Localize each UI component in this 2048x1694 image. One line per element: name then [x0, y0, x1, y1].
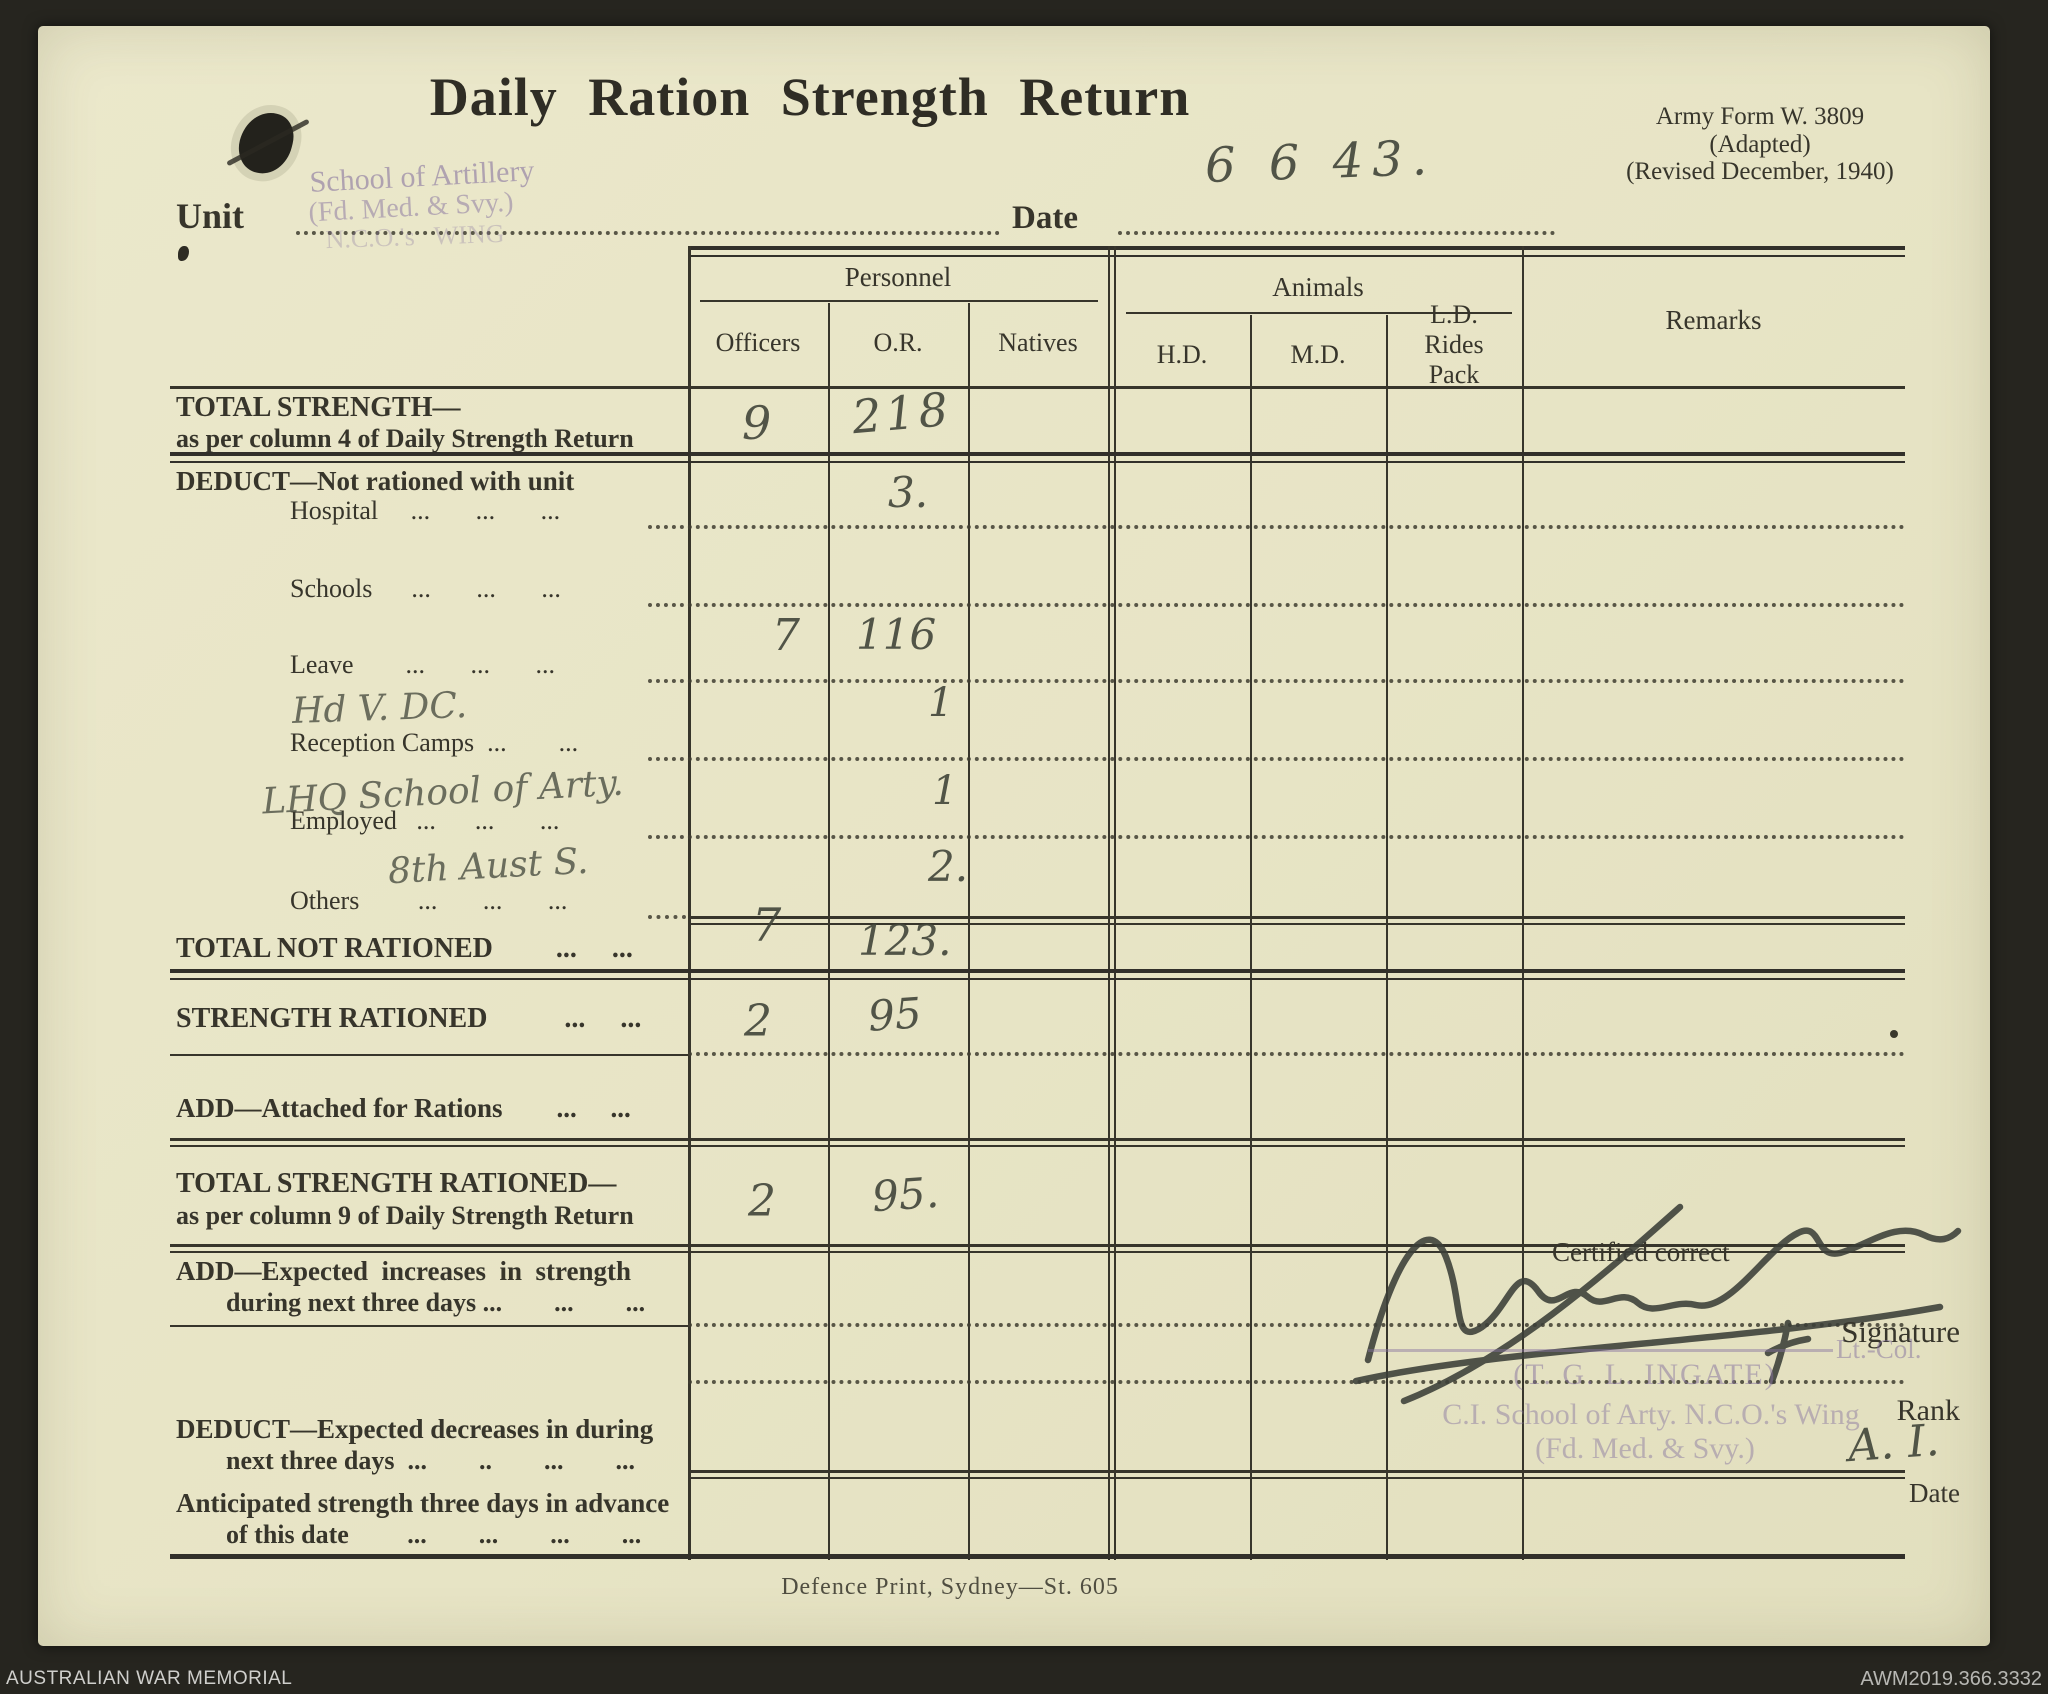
printer-imprint: Defence Print, Sydney—St. 605 — [781, 1574, 1119, 1600]
row-hospital: Hospital ... ... ... — [290, 496, 561, 525]
col-line-officers — [688, 246, 691, 1560]
date-label: Date — [1012, 200, 1078, 236]
rule-schools — [648, 603, 1905, 607]
row-deduct-expected-sub: next three days ... .. ... ... — [226, 1446, 636, 1475]
table-bottom-border — [170, 1554, 1905, 1559]
rule-add-expected-cells — [688, 1323, 1905, 1327]
signature-scrawl — [1352, 1203, 1962, 1405]
rule-leave — [648, 679, 1905, 683]
rule-add-expected-label — [170, 1325, 688, 1327]
row-total-strength-rationed-sub: as per column 9 of Daily Strength Return — [176, 1201, 634, 1230]
certified-correct-label: Certified correct — [1552, 1237, 1730, 1267]
cert-stamp-unit: C.I. School of Arty. N.C.O.'s Wing — [1442, 1398, 1860, 1431]
row-strength-rationed: STRENGTH RATIONED ... ... — [176, 1003, 642, 1034]
hw-total-strength-rationed-officers: 2 — [748, 1176, 776, 1227]
form-number: Army Form W. 3809 — [1655, 103, 1865, 130]
rule-employed — [648, 835, 1905, 839]
row-add-expected: ADD—Expected increases in strength — [176, 1256, 631, 1286]
row-deduct-header: DEDUCT—Not rationed with unit — [176, 466, 575, 496]
header-personnel: Personnel — [844, 262, 952, 292]
col-line-or — [828, 303, 830, 1560]
hw-reception-note-or: 1 — [932, 768, 958, 814]
rule-strength-rationed-cells — [688, 1052, 1905, 1056]
hw-leave-officers: 7 — [772, 610, 800, 661]
row-deduct-expected: DEDUCT—Expected decreases in during — [176, 1414, 654, 1444]
header-hd: H.D. — [1156, 340, 1208, 369]
form-adapted: (Adapted) — [1709, 131, 1811, 158]
cert-stamp-rank: Lt.-Col. — [1836, 1334, 1922, 1364]
row-total-strength: TOTAL STRENGTH— — [176, 392, 461, 423]
rule-others-leader — [648, 915, 686, 919]
form-title: Daily Ration Strength Return — [429, 67, 1191, 127]
hw-strength-rationed-officers: 2 — [744, 996, 772, 1047]
cert-date-label: Date — [1909, 1478, 1960, 1508]
archive-id: AWM2019.366.3332 — [1860, 1668, 2042, 1690]
cert-stamp-rule — [1368, 1349, 1833, 1352]
row-schools: Schools ... ... ... — [290, 574, 561, 603]
hw-hospital-or: 3. — [888, 468, 929, 517]
rule-total-not-rationed — [170, 969, 1905, 980]
row-others: Others ... ... ... — [290, 886, 568, 915]
header-natives: Natives — [998, 328, 1078, 357]
col-line-animals-a — [1108, 246, 1110, 1560]
row-total-strength-rationed: TOTAL STRENGTH RATIONED— — [176, 1168, 617, 1199]
row-reception: Reception Camps ... ... — [290, 728, 579, 757]
signature-label: Signature — [1841, 1314, 1960, 1349]
rule-deduct-expected-cells — [688, 1470, 1905, 1479]
col-line-md — [1250, 315, 1252, 1560]
hw-total-not-rationed-or: 123. — [858, 916, 952, 965]
hw-total-strength-rationed-or: 95. — [870, 1167, 941, 1222]
col-line-remarks — [1522, 246, 1524, 1560]
hw-total-strength-or: 218 — [849, 381, 954, 445]
personnel-underline — [700, 300, 1098, 302]
header-md: M.D. — [1290, 340, 1346, 369]
date-fill-line — [1118, 231, 1555, 235]
header-bottom-rule — [170, 386, 1905, 389]
col-line-animals-b — [1114, 246, 1116, 1560]
row-leave: Leave ... ... ... — [290, 650, 556, 679]
rule-mid-dotted — [688, 1380, 1905, 1384]
hw-total-not-rationed-officers: 7 — [752, 898, 782, 952]
unit-label: Unit — [176, 196, 245, 236]
row-employed: Employed ... ... ... — [290, 806, 560, 835]
ink-speck — [178, 246, 189, 261]
hw-leave-or: 116 — [856, 610, 937, 659]
rule-reception — [648, 757, 1905, 761]
col-line-natives — [968, 303, 970, 1560]
hw-total-strength-officers: 9 — [742, 396, 772, 450]
rule-add-attached — [170, 1138, 1905, 1147]
hw-strength-rationed-or: 95 — [866, 988, 924, 1041]
archive-holder: AUSTRALIAN WAR MEMORIAL — [6, 1668, 293, 1689]
hw-rank-value: A. I. — [1846, 1414, 1941, 1473]
row-add-attached: ADD—Attached for Rations ... ... — [176, 1093, 631, 1123]
rule-total-strength — [170, 452, 1905, 463]
row-total-strength-sub: as per column 4 of Daily Strength Return — [176, 424, 634, 453]
rule-hospital — [648, 525, 1905, 529]
row-total-not-rationed: TOTAL NOT RATIONED ... ... — [176, 933, 633, 964]
rule-total-strength-rationed — [170, 1244, 1905, 1253]
row-anticipated-sub: of this date ... ... ... ... — [226, 1520, 642, 1549]
hw-leave-note: Hd V. DC. — [291, 684, 468, 733]
form-revised: (Revised December, 1940) — [1626, 158, 1894, 185]
header-or: O.R. — [873, 328, 923, 357]
cert-stamp-name: (T. G. L. INGATE) — [1513, 1358, 1777, 1391]
row-anticipated: Anticipated strength three days in advan… — [176, 1488, 670, 1518]
unit-fill-line — [296, 231, 1000, 235]
col-line-ld — [1386, 315, 1388, 1560]
header-ld-rides-pack: L.D. Rides Pack — [1424, 300, 1484, 389]
ink-dot-remarks — [1890, 1030, 1898, 1038]
rule-strength-rationed-label — [170, 1054, 688, 1056]
date-handwriting: 6 6 43. — [1204, 129, 1437, 195]
rank-label: Rank — [1896, 1394, 1960, 1427]
row-add-expected-sub: during next three days ... ... ... — [226, 1288, 646, 1317]
hw-employed-note-or: 2. — [928, 842, 969, 891]
hw-leave-note-or: 1 — [928, 680, 954, 726]
animals-underline — [1126, 312, 1512, 314]
cert-stamp-sub: (Fd. Med. & Svy.) — [1535, 1432, 1755, 1465]
header-animals: Animals — [1272, 272, 1364, 302]
table-top-border — [688, 246, 1905, 257]
header-remarks: Remarks — [1665, 305, 1762, 335]
rule-others-cells — [688, 916, 1905, 925]
header-officers: Officers — [715, 328, 801, 357]
